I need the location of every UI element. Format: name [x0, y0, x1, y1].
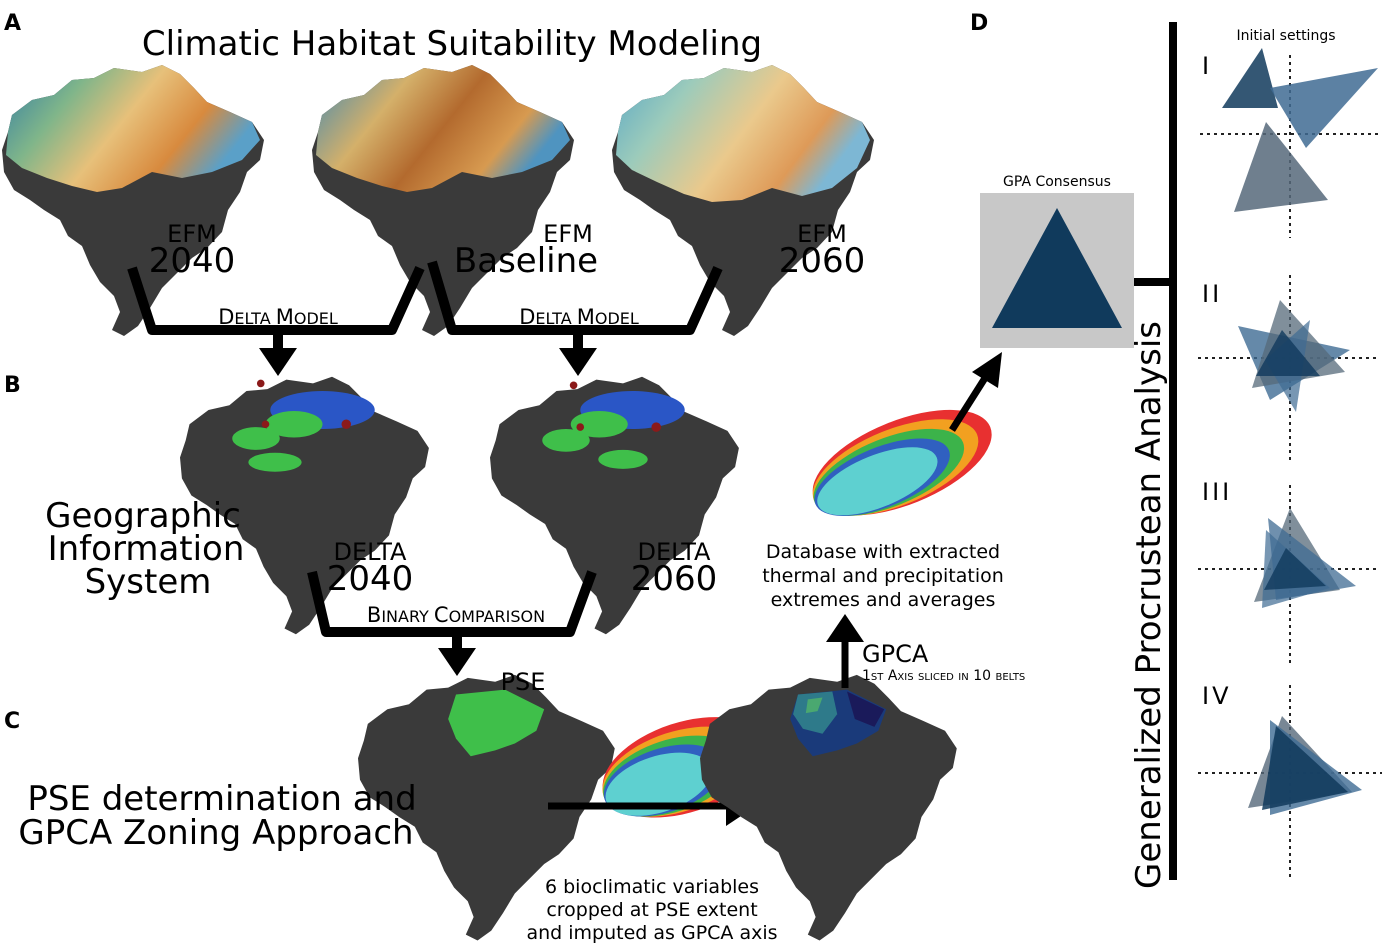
bioclim-line1: 6 bioclimatic variables: [545, 876, 759, 898]
panel-letter-a: A: [4, 11, 21, 36]
map-delta-2040: [180, 376, 429, 635]
label-delta-model-left: DELTA MODEL: [218, 305, 338, 329]
database-line2: thermal and precipitation: [762, 565, 1004, 587]
gpca-sub: 1st Axis sliced in 10 belts: [862, 668, 1025, 684]
connector-binary-comparison: [307, 570, 597, 650]
gpa-vertical-title: Generalized Procrustean Analysis: [1129, 321, 1169, 889]
gpa-stage-iii: [1198, 485, 1380, 665]
panel-letter-b: B: [4, 373, 21, 398]
bioclim-line2: cropped at PSE extent: [546, 899, 757, 921]
pse-title-line2: GPCA Zoning Approach: [18, 813, 413, 853]
label-delta-2040-bottom: 2040: [327, 559, 414, 599]
label-efm-2060-bottom: 2060: [779, 241, 866, 281]
map-gpca-zones: [700, 674, 957, 941]
gis-title-line1: Geographic: [45, 496, 241, 536]
map-efm-2060: [612, 65, 874, 336]
database-cloud: [812, 409, 992, 516]
arrow-diag-head: [972, 352, 1002, 388]
database-line3: extremes and averages: [771, 589, 996, 611]
arrow-down-delta-2040: [259, 348, 297, 376]
arrow-down-pse: [438, 648, 476, 676]
label-delta-2060-top: DELTA: [638, 538, 712, 566]
stage-label-ii: II: [1202, 280, 1222, 308]
bioclim-line3: and imputed as GPCA axis: [526, 922, 777, 944]
gpa-consensus-label: GPA Consensus: [1003, 174, 1111, 190]
initial-settings-label: Initial settings: [1236, 28, 1335, 44]
label-efm-2040-top: EFM: [167, 220, 217, 248]
label-binary-comparison: BINARY COMPARISON: [367, 603, 545, 627]
database-line1: Database with extracted: [766, 541, 1000, 563]
pse-title-line1: PSE determination and: [27, 779, 416, 819]
connector-delta-model-right: [427, 260, 723, 350]
stage-label-iv: IV: [1202, 682, 1232, 710]
label-delta-2040-top: DELTA: [334, 538, 408, 566]
gpa-stage-i: [1200, 48, 1380, 238]
gis-title-line3: System: [85, 562, 212, 602]
gpa-stage-iv: [1198, 685, 1382, 878]
panel-letter-d: D: [970, 11, 988, 36]
panel-letter-c: C: [4, 709, 20, 734]
gpca-label: GPCA: [862, 640, 929, 668]
arrow-down-delta-2060: [559, 348, 597, 376]
label-delta-model-right: DELTA MODEL: [519, 305, 639, 329]
label-efm-2060-top: EFM: [797, 220, 847, 248]
label-efm-baseline-bottom: Baseline: [454, 241, 598, 281]
map-delta-2060: [490, 376, 739, 635]
gpa-consensus-triangle: [992, 208, 1122, 328]
label-delta-2060-bottom: 2060: [631, 559, 718, 599]
connector-delta-model-left: [127, 265, 425, 350]
stage-label-iii: III: [1202, 478, 1232, 506]
map-efm-baseline: [312, 65, 574, 336]
label-efm-baseline-top: EFM: [543, 220, 593, 248]
label-pse: PSE: [501, 668, 546, 696]
main-title: Climatic Habitat Suitability Modeling: [142, 24, 762, 64]
arrow-diag-shaft: [949, 376, 988, 432]
label-efm-2040-bottom: 2040: [149, 241, 236, 281]
gpa-stage-ii: [1198, 275, 1380, 460]
stage-label-i: I: [1202, 52, 1212, 80]
map-efm-2040: [2, 65, 264, 336]
arrow-up-gpca-head: [826, 614, 864, 642]
map-pse: [358, 674, 615, 941]
gis-title-line2: Information: [48, 529, 245, 569]
